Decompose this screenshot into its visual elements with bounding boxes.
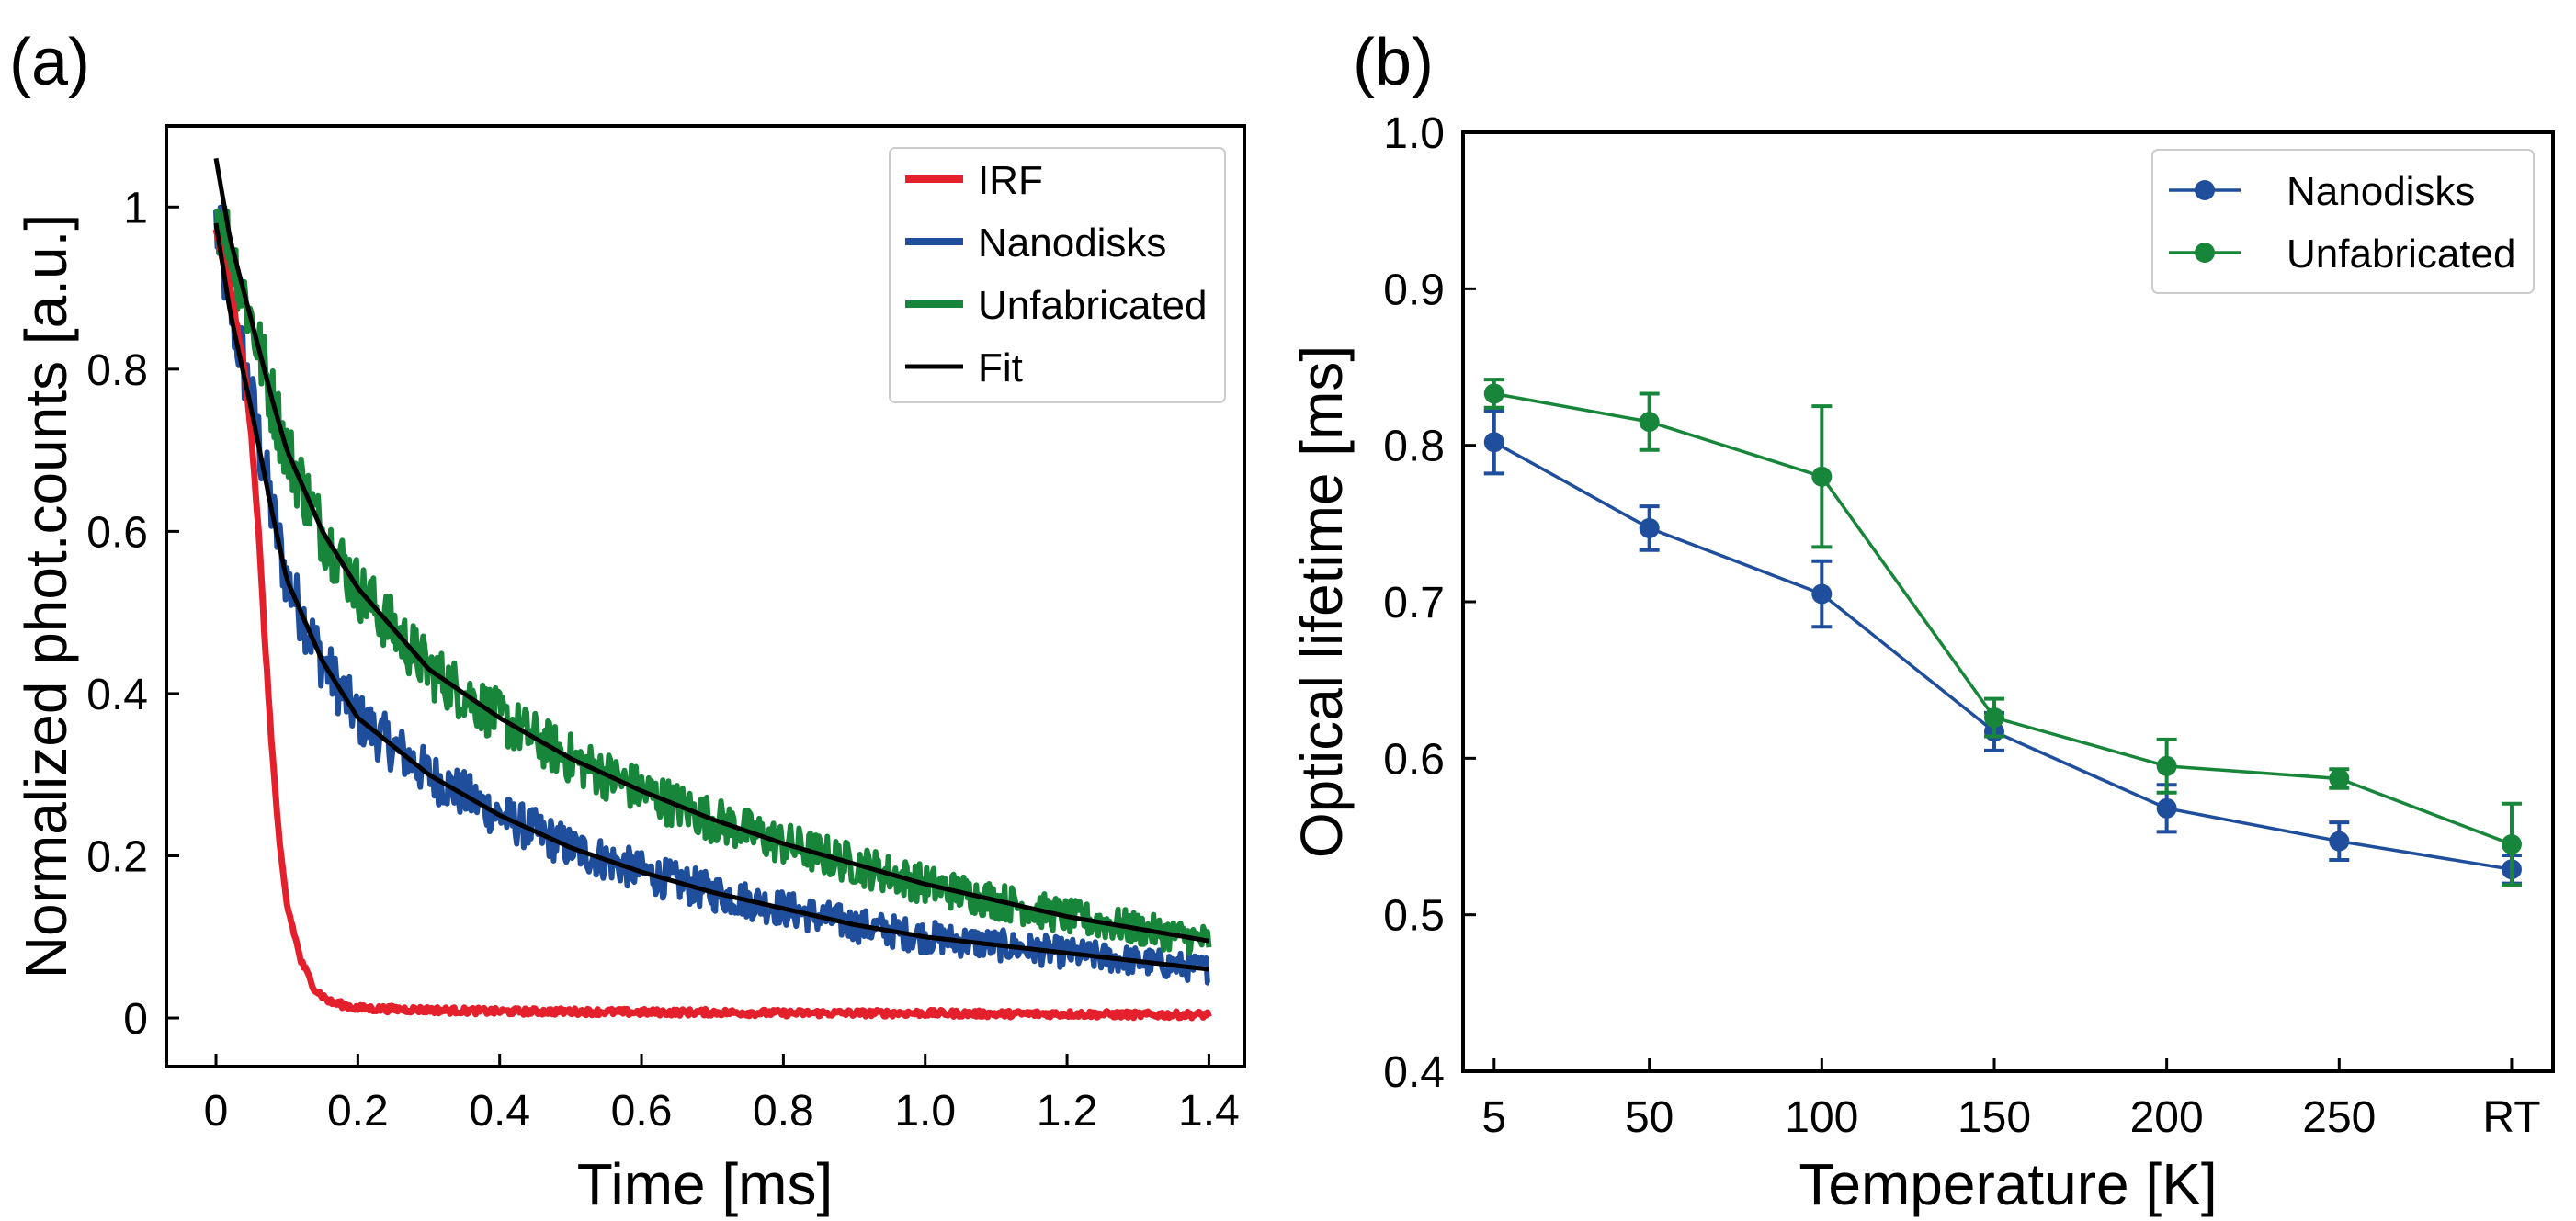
- panel-a-y-tick-label: 0.4: [86, 671, 148, 719]
- panel-b-point-nanodisks: [2156, 797, 2177, 819]
- panel-a-y-ticks: 0 0.2 0.4 0.6 0.8 1: [86, 184, 179, 1044]
- panel-a-x-tick-label: 0.8: [753, 1087, 814, 1136]
- panel-b-x-tick-label: 250: [2302, 1093, 2376, 1142]
- panel-a-frame: [165, 124, 1246, 1068]
- panel-b-point-unfabricated: [2501, 834, 2522, 855]
- panel-b-point-nanodisks: [2329, 831, 2350, 852]
- panel-b-point-unfabricated: [1483, 383, 1504, 404]
- panel-b-x-tick-label: 5: [1481, 1093, 1506, 1142]
- panel-a-x-tick-label: 0.6: [611, 1087, 673, 1136]
- panel-b-x-ticks: 5 50 100 150 200 250 RT: [1481, 1058, 2541, 1142]
- panel-b-point-nanodisks: [1483, 432, 1504, 453]
- panel-a-x-tick-label: 1.0: [894, 1087, 956, 1136]
- panel-b-y-axis-label: Optical lifetime [ms]: [1288, 345, 1355, 858]
- panel-a-series-nanodisks: [213, 204, 1210, 986]
- panel-b-x-axis-label: Temperature [K]: [1799, 1151, 2217, 1217]
- panel-a-legend: IRF Nanodisks Unfabricated Fit: [889, 147, 1226, 403]
- panel-a-legend-label: Nanodisks: [978, 220, 1166, 266]
- panel-a-series-irf: [212, 228, 1212, 1022]
- panel-a-x-ticks: 0 0.2 0.4 0.6 0.8 1.0 1.2 1.4: [204, 1054, 1240, 1136]
- panel-a-x-tick-label: 0.2: [327, 1087, 389, 1136]
- panel-b-legend: Nanodisks Unfabricated: [2151, 149, 2535, 294]
- panel-b-point-nanodisks: [1639, 517, 1660, 538]
- panel-a-y-tick-label: 0.6: [86, 508, 148, 557]
- panel-b-line-unfabricated: [1493, 391, 2513, 846]
- panel-a-y-tick-label: 0.8: [86, 346, 148, 395]
- panel-b-x-tick-label: 100: [1785, 1093, 1858, 1142]
- panel-a-y-tick-label: 1: [123, 184, 148, 232]
- panel-b-x-tick-label: RT: [2482, 1093, 2540, 1142]
- panel-a: (a) 0 0.2 0.4 0.6 0.8 1.0 1.2 1.4 0 0.2 0.4 0.6 0.8…: [9, 26, 1246, 1217]
- panel-b-y-tick-label: 0.4: [1383, 1048, 1445, 1097]
- panel-b-point-nanodisks: [1811, 583, 1833, 605]
- panel-b: (b) 5 50 100 150 200 250 RT 0.4 0.5 0.6 0.7 0.8 0.9…: [1288, 26, 2555, 1217]
- panel-a-legend-label: IRF: [978, 158, 1043, 203]
- panel-a-plot-area: [212, 157, 1212, 1022]
- panel-a-x-tick-label: 0.4: [469, 1087, 530, 1136]
- panel-a-y-tick-label: 0: [123, 995, 148, 1044]
- panel-b-legend-marker: [2195, 243, 2215, 263]
- panel-b-legend-box: [2151, 149, 2535, 294]
- panel-b-legend-marker: [2195, 180, 2215, 200]
- panel-b-plot-area: [1483, 378, 2522, 887]
- panel-a-label: (a): [9, 26, 90, 99]
- panel-a-fit-curve-1: [213, 222, 1209, 972]
- panel-a-legend-label: Unfabricated: [978, 283, 1207, 328]
- panel-b-y-tick-label: 0.5: [1383, 892, 1445, 941]
- panel-b-x-tick-label: 200: [2130, 1093, 2204, 1142]
- panel-b-label: (b): [1353, 26, 1434, 99]
- panel-a-fit-curve-2: [213, 157, 1209, 944]
- panel-a-x-axis-label: Time [ms]: [577, 1151, 834, 1217]
- panel-b-point-unfabricated: [1811, 466, 1833, 487]
- panel-b-y-tick-label: 0.9: [1383, 266, 1445, 314]
- panel-b-y-ticks: 0.4 0.5 0.6 0.7 0.8 0.9 1.0: [1383, 109, 1476, 1097]
- panel-b-y-tick-label: 1.0: [1383, 109, 1445, 158]
- panel-b-x-tick-label: 50: [1625, 1093, 1674, 1142]
- panel-b-point-unfabricated: [2329, 768, 2350, 789]
- panel-b-point-unfabricated: [1639, 412, 1660, 433]
- panel-a-x-tick-label: 1.4: [1178, 1087, 1240, 1136]
- panel-a-x-tick-label: 1.2: [1037, 1087, 1098, 1136]
- panel-b-y-tick-label: 0.8: [1383, 423, 1445, 471]
- panel-b-point-unfabricated: [2156, 755, 2177, 776]
- panel-a-legend-label: Fit: [978, 345, 1023, 390]
- panel-a-x-tick-label: 0: [204, 1087, 229, 1136]
- panel-a-y-tick-label: 0.2: [86, 832, 148, 881]
- panel-a-y-axis-label: Normalized phot.counts [a.u.]: [13, 214, 79, 978]
- panel-b-x-tick-label: 150: [1958, 1093, 2031, 1142]
- panel-b-legend-label: Nanodisks: [2287, 169, 2475, 214]
- panel-b-point-unfabricated: [1983, 707, 2004, 729]
- panel-b-legend-label: Unfabricated: [2287, 232, 2515, 277]
- panel-b-y-tick-label: 0.7: [1383, 579, 1445, 627]
- panel-a-legend-box: [889, 147, 1226, 403]
- panel-b-y-tick-label: 0.6: [1383, 735, 1445, 784]
